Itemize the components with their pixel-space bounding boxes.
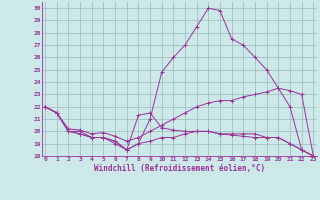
X-axis label: Windchill (Refroidissement éolien,°C): Windchill (Refroidissement éolien,°C)	[94, 164, 265, 173]
